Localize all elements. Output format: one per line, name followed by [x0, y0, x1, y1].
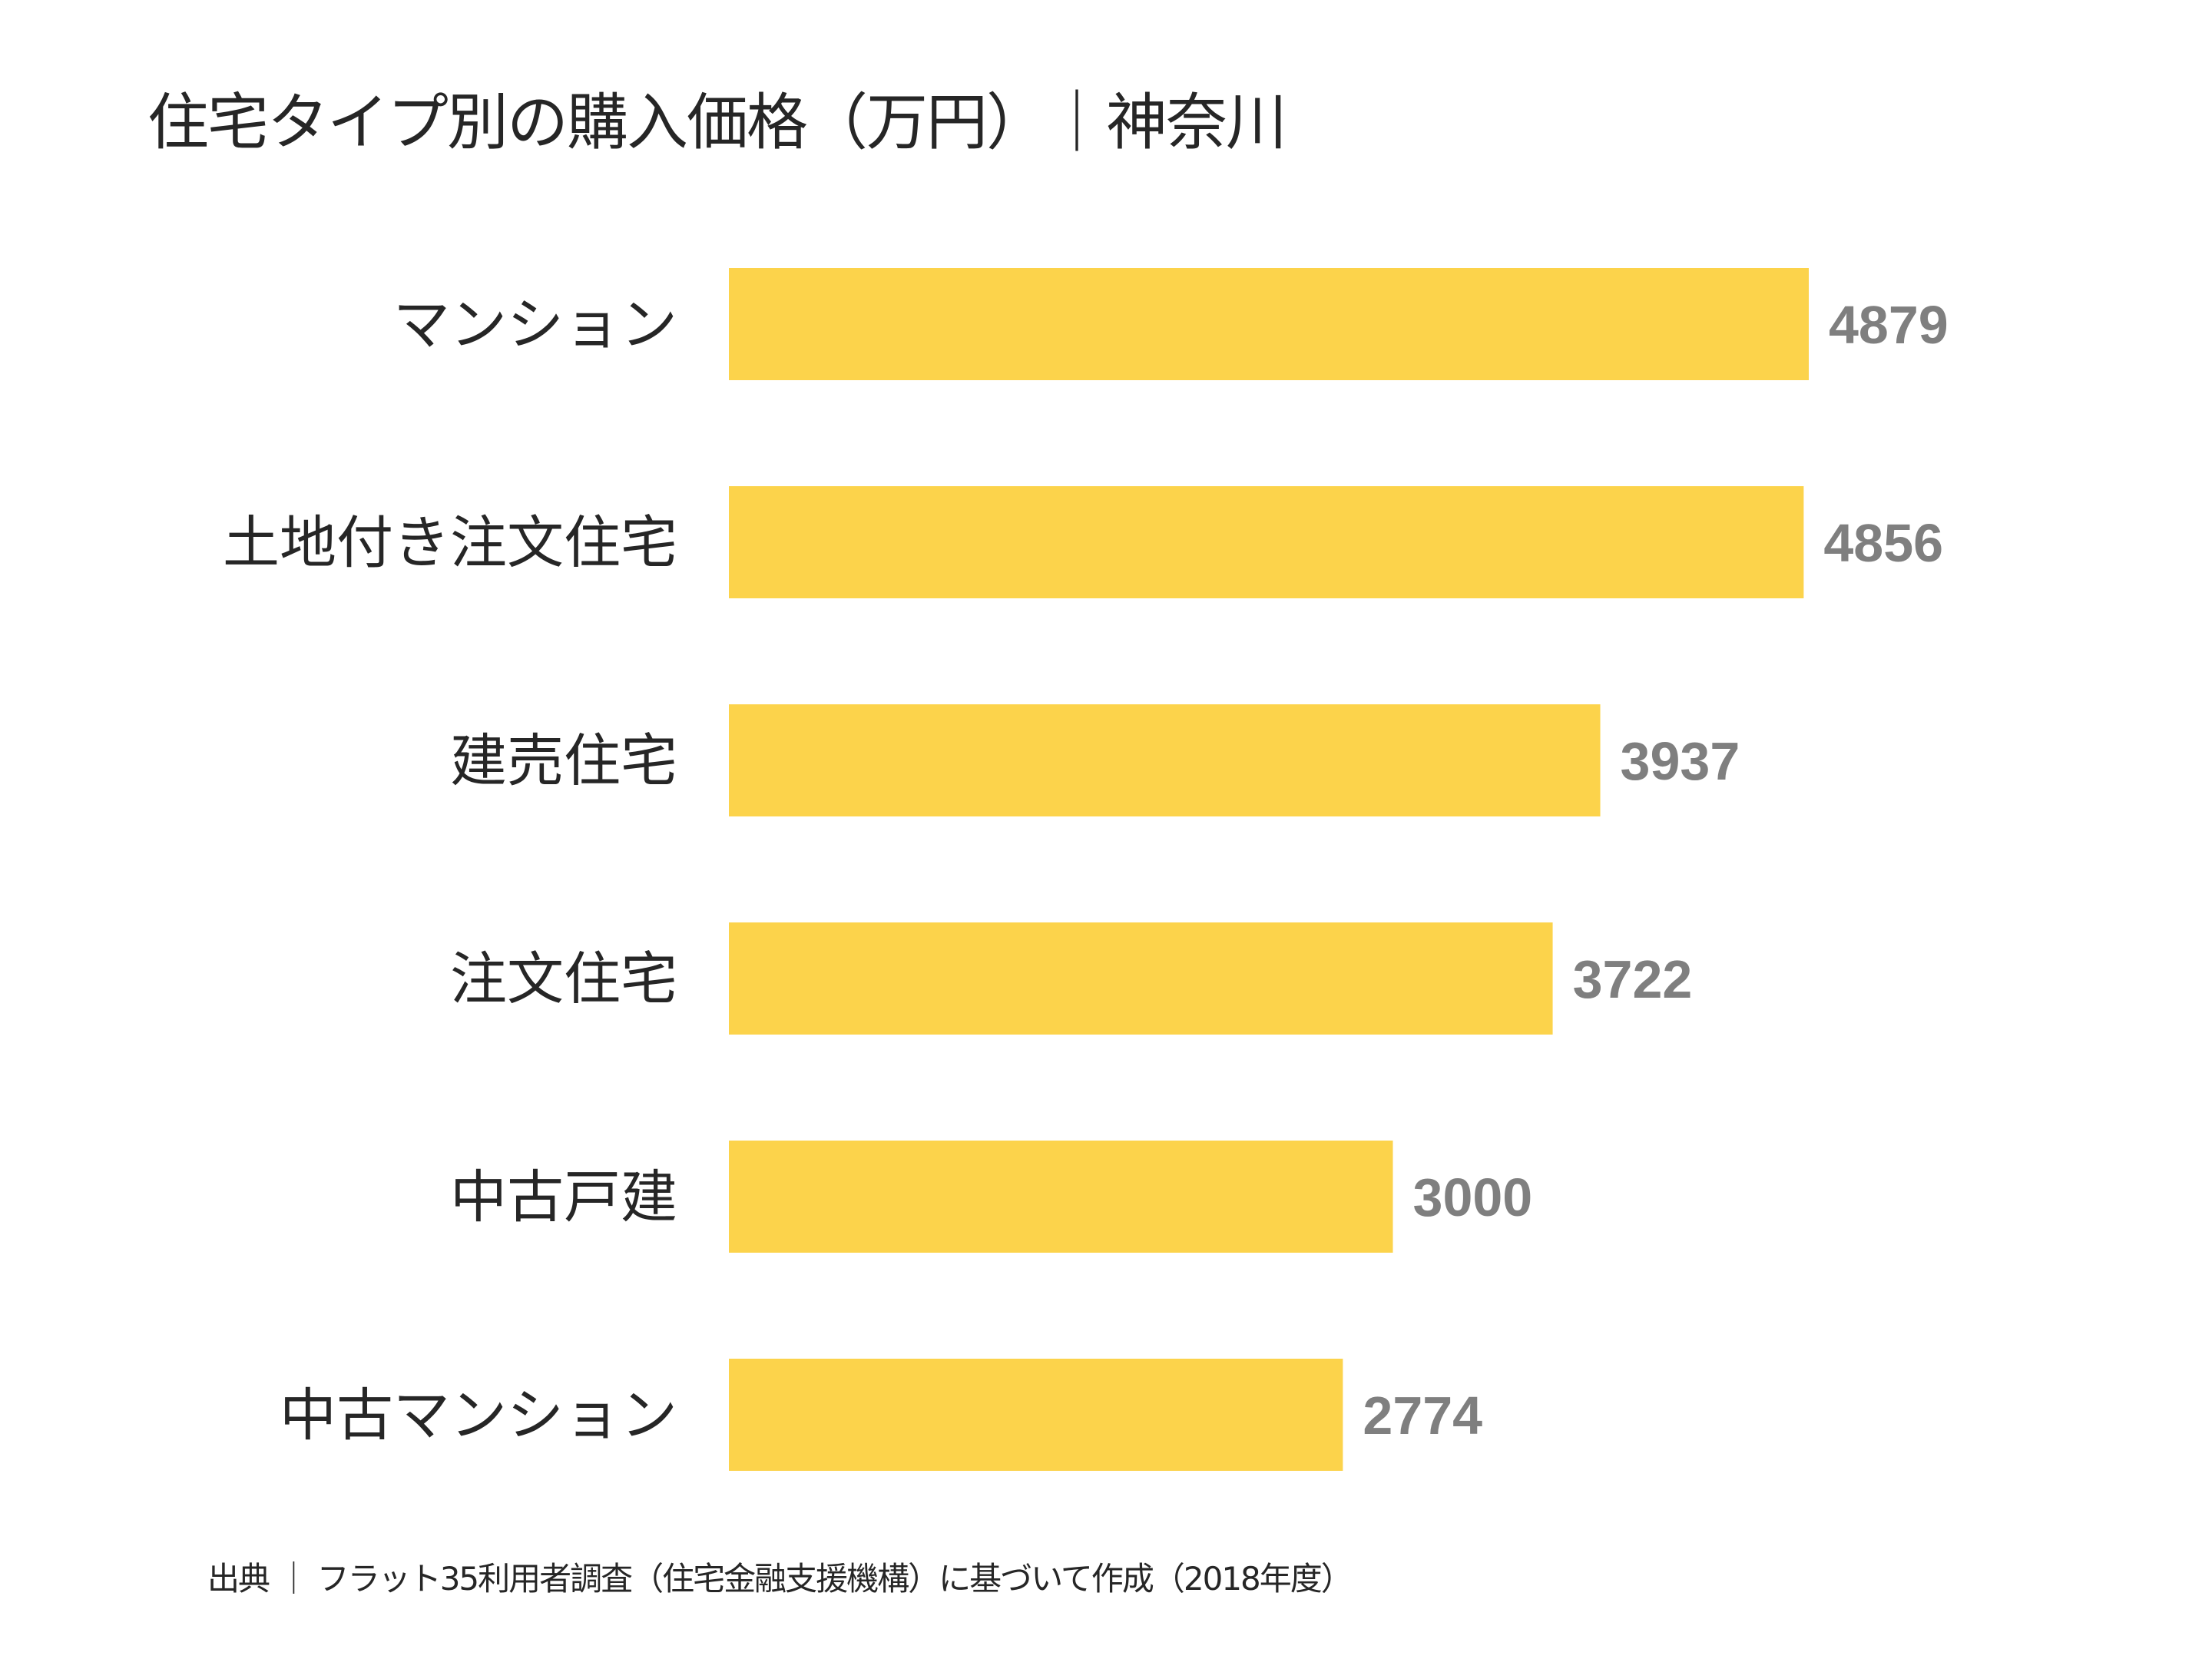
source-footnote: 出典 ｜ フラット35利用者調査（住宅金融支援機構）に基づいて作成（2018年度…: [207, 1560, 1353, 1598]
chart-title: 住宅タイプ別の購入価格（万円）｜神奈川: [147, 87, 1287, 158]
value-label: 2774: [1363, 1386, 1482, 1445]
category-label: マンション: [393, 292, 677, 358]
category-label: 土地付き注文住宅: [223, 510, 677, 576]
bar: [729, 922, 1553, 1035]
bar: [729, 486, 1804, 598]
bar: [729, 704, 1601, 816]
value-label: 3937: [1621, 731, 1740, 791]
category-label: 中古マンション: [280, 1382, 677, 1449]
value-label: 4856: [1823, 513, 1943, 573]
category-label: 中古戸建: [450, 1164, 677, 1230]
category-label: 建売住宅: [450, 728, 677, 794]
bar: [729, 1141, 1393, 1253]
bar: [729, 268, 1809, 380]
value-label: 3000: [1413, 1167, 1533, 1227]
value-label: 3722: [1573, 949, 1693, 1009]
value-label: 4879: [1829, 295, 1949, 355]
category-label: 注文住宅: [450, 946, 677, 1012]
bar: [729, 1359, 1343, 1471]
